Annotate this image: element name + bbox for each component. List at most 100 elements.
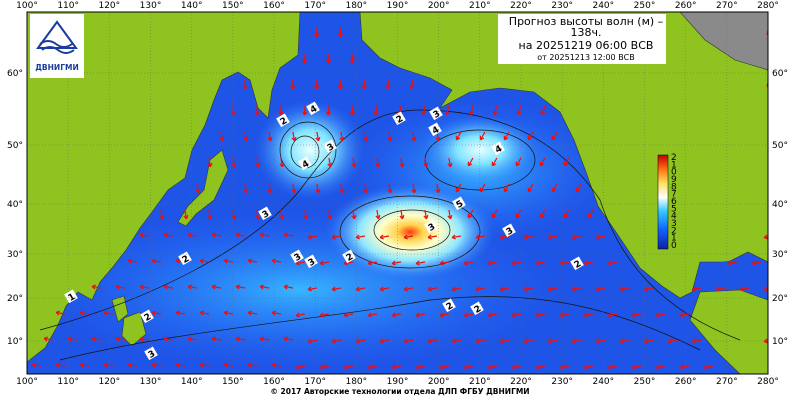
arrow — [67, 336, 78, 342]
arrow — [319, 312, 330, 318]
arrow — [259, 284, 270, 290]
arrow — [403, 286, 414, 292]
arrow — [499, 338, 510, 344]
colorbar-label: 9 — [671, 175, 677, 185]
arrow — [479, 131, 486, 141]
arrow — [337, 27, 343, 38]
wave-directions — [31, 27, 768, 370]
arrow — [423, 209, 429, 220]
arrow — [563, 157, 570, 167]
ice — [679, 12, 768, 71]
lon-label: 150° — [222, 377, 244, 387]
contour-label-bg — [258, 206, 272, 221]
contour-label-bg — [452, 196, 466, 211]
gulf-of-mexico — [720, 258, 760, 290]
arrow — [691, 338, 702, 344]
arrow — [391, 364, 402, 370]
arrow — [254, 105, 260, 116]
colorbar-label: 5 — [671, 204, 677, 214]
arrow — [207, 209, 213, 220]
arrow — [103, 362, 114, 368]
lon-label: 230° — [551, 377, 573, 387]
arrow — [587, 209, 594, 219]
arrow — [302, 53, 308, 64]
contour-label: 3 — [147, 349, 157, 361]
arrow — [571, 286, 582, 292]
arrow — [387, 131, 393, 142]
logo: ДВНИГМИ — [30, 14, 84, 78]
arrow — [187, 336, 198, 342]
arrow — [319, 364, 330, 370]
title-box: Прогноз высоты волн (м) – 138ч. на 20251… — [498, 14, 666, 64]
contour-label: 2 — [143, 312, 153, 324]
arrow — [767, 187, 768, 192]
arrow — [159, 209, 165, 220]
colorbar-label: 1 — [671, 234, 677, 244]
arrow — [230, 105, 236, 116]
arrow — [463, 312, 474, 318]
arrow — [163, 284, 174, 290]
arrow — [199, 310, 210, 316]
arrow — [467, 209, 474, 219]
arrow — [295, 364, 306, 370]
colorbar-label: 6 — [671, 197, 677, 207]
arrow — [451, 234, 462, 240]
lon-label: 150° — [222, 1, 244, 11]
arrow — [295, 260, 306, 266]
arrow — [315, 183, 321, 194]
contour-label: 3 — [505, 226, 515, 238]
arrow — [79, 310, 90, 316]
arrow — [115, 284, 126, 290]
arrow — [283, 336, 294, 342]
arrow — [679, 364, 690, 370]
longitude-labels: 100° 100° 110° 110° 120° 120° 130° 130° 140° 140°… — [16, 1, 779, 387]
lon-label: 270° — [716, 377, 738, 387]
arrow — [139, 336, 150, 342]
arrow — [679, 312, 690, 318]
lon-label: 130° — [140, 377, 162, 387]
arrow — [363, 183, 369, 194]
arrow — [487, 364, 498, 370]
arrow — [279, 157, 285, 168]
arrow — [319, 260, 330, 266]
arrow — [139, 232, 150, 238]
arrow — [379, 234, 390, 240]
colorbar-scale — [657, 154, 669, 250]
arrow — [571, 338, 582, 344]
contours — [39, 109, 741, 361]
arrow — [607, 312, 618, 318]
arrow — [399, 209, 405, 220]
latitude-labels: 60° 60° 50° 50° 40° 40° 30° 30° 20° 20° 10° 10° — [7, 69, 788, 347]
arrow — [187, 232, 198, 238]
arrow — [163, 336, 174, 342]
arrow — [247, 258, 258, 264]
contour-label-bg — [570, 256, 584, 271]
title-line: от 20251213 12:00 ВСВ — [537, 53, 635, 62]
lat-label: 30° — [772, 250, 788, 260]
lon-label: 160° — [263, 377, 285, 387]
arrow — [540, 105, 546, 115]
central-america — [689, 289, 768, 374]
arrow — [535, 260, 546, 266]
lon-label: 240° — [592, 1, 614, 11]
arrow — [563, 209, 570, 219]
lon-label: 220° — [510, 1, 532, 11]
colorbar-label: 0 — [671, 168, 677, 178]
arrow — [551, 183, 558, 193]
arrow — [767, 135, 768, 140]
contour-label: 2 — [279, 116, 289, 128]
arrow — [655, 312, 666, 318]
arrow — [163, 232, 174, 238]
arrow — [715, 286, 726, 292]
contour-label: 2 — [473, 304, 483, 316]
arrow — [447, 209, 453, 220]
lon-label: 140° — [181, 377, 203, 387]
contour-label-bg — [428, 122, 442, 137]
colorbar-label: 2 — [671, 226, 677, 236]
title-line: на 20251219 06:00 ВСВ — [519, 39, 654, 52]
arrow — [127, 362, 138, 368]
arrow — [547, 234, 558, 240]
arrow — [291, 183, 297, 194]
map-frame — [26, 11, 769, 375]
